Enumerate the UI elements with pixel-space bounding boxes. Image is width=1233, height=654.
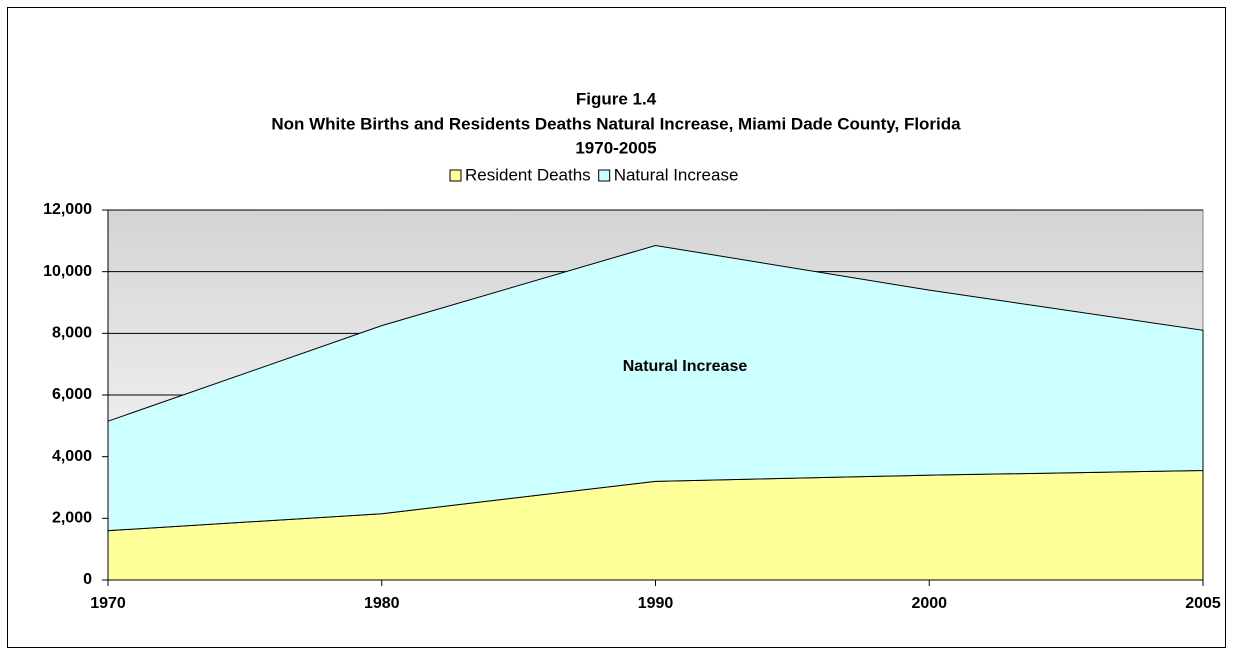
chart-title: Figure 1.4 bbox=[576, 89, 657, 108]
x-tick-label: 1990 bbox=[638, 595, 674, 612]
area bbox=[107, 244, 1204, 532]
x-tick-label: 1980 bbox=[364, 595, 400, 612]
y-tick-label: 0 bbox=[83, 571, 92, 588]
y-tick-label: 10,000 bbox=[43, 263, 92, 280]
chart-title: Non White Births and Residents Deaths Na… bbox=[271, 114, 961, 133]
legend-label: Resident Deaths bbox=[465, 165, 591, 184]
y-tick-label: 12,000 bbox=[43, 201, 92, 218]
x-tick-label: 1970 bbox=[90, 595, 126, 612]
y-tick-label: 8,000 bbox=[52, 325, 92, 342]
annotation: Natural Increase bbox=[623, 358, 748, 375]
y-tick-label: 6,000 bbox=[52, 386, 92, 403]
x-tick-label: 2000 bbox=[911, 595, 947, 612]
y-tick-label: 2,000 bbox=[52, 510, 92, 527]
y-tick-label: 4,000 bbox=[52, 448, 92, 465]
chart-title: 1970-2005 bbox=[575, 138, 656, 157]
legend-label: Natural Increase bbox=[614, 165, 739, 184]
legend-swatch bbox=[598, 169, 611, 182]
legend-swatch bbox=[449, 169, 462, 182]
x-tick-label: 2005 bbox=[1185, 595, 1221, 612]
